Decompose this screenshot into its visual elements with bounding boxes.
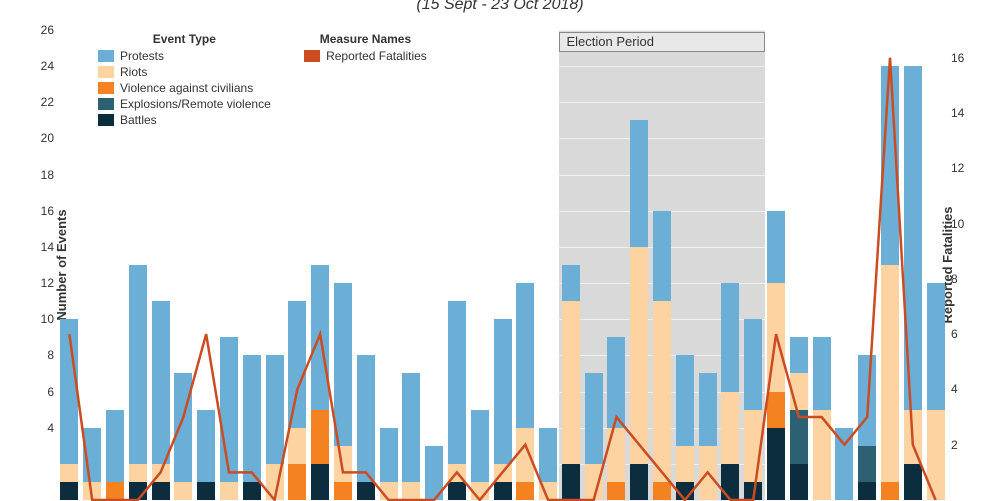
y-left-tick: 16 <box>28 204 54 218</box>
swatch-fatalities <box>304 50 320 62</box>
swatch <box>98 114 114 126</box>
y-right-tick: 8 <box>951 272 977 286</box>
y-left-tick: 12 <box>28 276 54 290</box>
y-right-tick: 12 <box>951 161 977 175</box>
y-left-tick: 26 <box>28 23 54 37</box>
y-left-tick: 14 <box>28 240 54 254</box>
chart-subtitle: (15 Sept - 23 Oct 2018) <box>0 0 1000 14</box>
legend-row: Violence against civilians <box>98 80 271 96</box>
legend-measure-title: Measure Names <box>304 32 427 46</box>
legend-row: Riots <box>98 64 271 80</box>
y-left-tick: 24 <box>28 59 54 73</box>
swatch <box>98 82 114 94</box>
y-right-tick: 16 <box>951 51 977 65</box>
legend: Event Type ProtestsRiotsViolence against… <box>94 30 461 130</box>
legend-row: Battles <box>98 112 271 128</box>
legend-label: Protests <box>120 48 164 64</box>
y-right-tick: 6 <box>951 327 977 341</box>
y-left-tick: 4 <box>28 421 54 435</box>
y-right-tick: 14 <box>951 106 977 120</box>
y-left-tick: 20 <box>28 131 54 145</box>
y-right-tick: 10 <box>951 217 977 231</box>
y-right-tick: 2 <box>951 438 977 452</box>
y-left-tick: 22 <box>28 95 54 109</box>
legend-row: Protests <box>98 48 271 64</box>
swatch <box>98 98 114 110</box>
legend-event-type: Event Type ProtestsRiotsViolence against… <box>98 32 271 128</box>
chart-area: Number of Events Reported Fatalities Eve… <box>0 30 1000 500</box>
swatch <box>98 50 114 62</box>
plot-region: Event Type ProtestsRiotsViolence against… <box>58 30 947 500</box>
legend-label: Battles <box>120 112 157 128</box>
legend-label: Explosions/Remote violence <box>120 96 271 112</box>
legend-row: Explosions/Remote violence <box>98 96 271 112</box>
legend-measure: Measure Names Reported Fatalities <box>304 32 427 64</box>
y-left-tick: 6 <box>28 385 54 399</box>
y-left-tick: 8 <box>28 348 54 362</box>
legend-row-fatalities: Reported Fatalities <box>304 48 427 64</box>
legend-label: Violence against civilians <box>120 80 253 96</box>
swatch <box>98 66 114 78</box>
legend-event-title: Event Type <box>98 32 271 46</box>
y-left-tick: 10 <box>28 312 54 326</box>
legend-label: Riots <box>120 64 147 80</box>
legend-label-fatalities: Reported Fatalities <box>326 48 427 64</box>
y-left-tick: 18 <box>28 168 54 182</box>
y-right-tick: 4 <box>951 382 977 396</box>
